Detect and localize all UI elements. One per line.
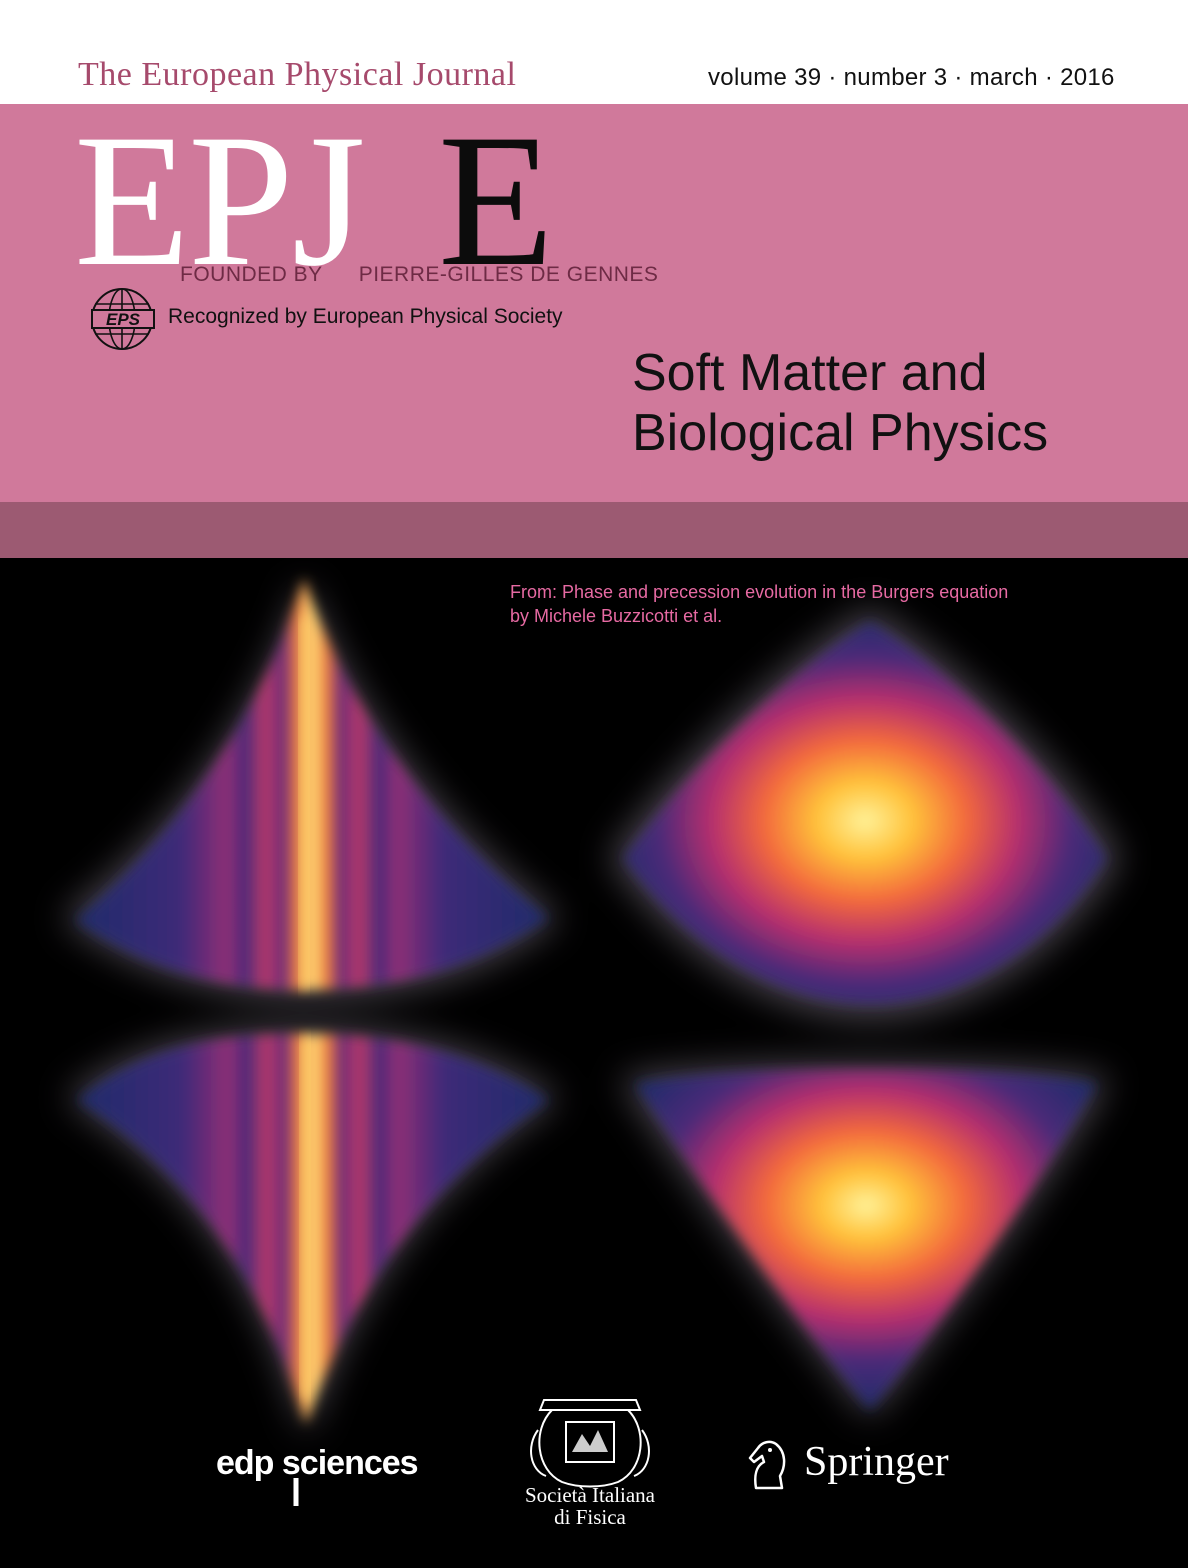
heatmap-top-right [624,622,1106,1004]
founded-by-line: FOUNDED BY PIERRE-GILLES DE GENNES [180,263,658,287]
sif-name: Società Italiana di Fisica [510,1484,670,1528]
founded-by-label: FOUNDED BY [180,263,323,286]
springer-logo: Springer [804,1439,949,1485]
subtitle-line-2: Biological Physics [632,404,1049,462]
sif-crest-icon [530,1399,650,1488]
sif-name-line-1: Società Italiana [524,1483,656,1507]
recognition-line: Recognized by European Physical Society [168,305,563,328]
eps-globe-icon: EPS [91,288,155,350]
top-bar [0,0,1188,104]
burgers-equation-visualization [62,578,1120,1438]
masthead-band [0,104,1188,502]
edp-sciences-logo-text: edp sciences [216,1444,418,1482]
caption-line-2: by Michele Buzzicotti et al. [510,606,723,626]
heatmap-bottom-right [636,1069,1096,1410]
journal-logo: EPJ [74,96,366,306]
eps-logo-text: EPS [106,310,141,329]
journal-subtitle: Soft Matter and Biological Physics [632,343,1048,463]
issue-info: volume 39 · number 3 · march · 2016 [708,64,1115,91]
heatmap-bottom-left [78,1034,548,1424]
journal-name: The European Physical Journal [78,56,517,93]
subtitle-line-1: Soft Matter and [632,344,988,402]
cover-image [0,558,1188,1568]
founder-name: PIERRE-GILLES DE GENNES [358,263,659,286]
springer-horse-icon [748,1440,786,1490]
journal-logo-series-letter: E [438,96,555,306]
edp-sciences-logo: edp sciences [216,1444,419,1506]
caption-line-1: From: Phase and precession evolution in … [510,582,1009,602]
cover-caption: From: Phase and precession evolution in … [510,580,1008,628]
divider-band [0,502,1188,558]
sif-name-line-2: di Fisica [554,1505,626,1529]
heatmap-top-left [76,578,548,990]
